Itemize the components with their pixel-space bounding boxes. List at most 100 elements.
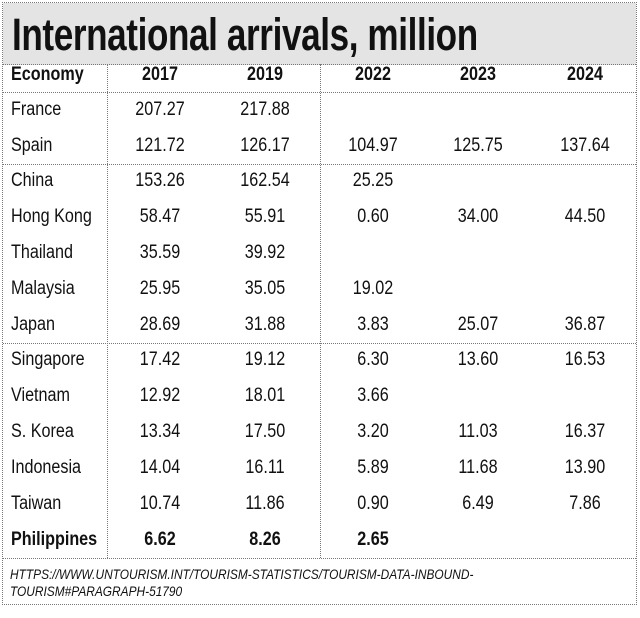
- value-cell: 39.92: [244, 242, 286, 263]
- column-header: 2022: [355, 64, 391, 85]
- value-cell: 55.91: [244, 206, 286, 227]
- group-divider: [3, 164, 636, 165]
- value-cell: 11.68: [458, 457, 498, 478]
- value-cell: 0.90: [357, 493, 389, 514]
- column-header: 2024: [567, 64, 603, 85]
- header-row: Economy 2017 2019 2022 2023 2024: [0, 57, 640, 93]
- economy-label: Taiwan: [11, 493, 62, 514]
- table-row: Spain 121.72 126.17 104.97 125.75 137.64: [0, 128, 640, 164]
- footer-divider: [3, 558, 636, 559]
- value-cell: [436, 163, 521, 199]
- value-cell: [543, 235, 628, 271]
- value-cell: [543, 92, 628, 128]
- value-cell: [543, 522, 628, 558]
- value-cell: 8.26: [249, 529, 281, 550]
- value-cell: 3.83: [357, 314, 389, 335]
- economy-label: Malaysia: [11, 278, 75, 299]
- value-cell: 121.72: [135, 135, 185, 156]
- economy-label: Spain: [11, 135, 53, 156]
- value-cell: 11.03: [458, 421, 498, 442]
- value-cell: 6.30: [357, 349, 389, 370]
- value-cell: 17.42: [139, 349, 181, 370]
- value-cell: 34.00: [457, 206, 499, 227]
- column-header: 2017: [142, 64, 178, 85]
- economy-label: Thailand: [11, 242, 73, 263]
- value-cell: 10.74: [139, 493, 181, 514]
- column-divider: [320, 64, 321, 558]
- table-row: China 153.26 162.54 25.25: [0, 163, 640, 199]
- value-cell: 14.04: [139, 457, 181, 478]
- source-note: HTTPS://WWW.UNTOURISM.INT/TOURISM-STATIS…: [10, 566, 474, 599]
- value-cell: [543, 271, 628, 307]
- value-cell: 16.11: [245, 457, 285, 478]
- value-cell: 13.90: [564, 457, 606, 478]
- value-cell: 17.50: [244, 421, 286, 442]
- table-row: Thailand 35.59 39.92: [0, 235, 640, 271]
- table-row: S. Korea 13.34 17.50 3.20 11.03 16.37: [0, 414, 640, 450]
- value-cell: [543, 378, 628, 414]
- value-cell: 58.47: [139, 206, 181, 227]
- value-cell: 13.60: [457, 349, 499, 370]
- column-divider: [107, 64, 108, 558]
- value-cell: 6.49: [462, 493, 494, 514]
- value-cell: 13.34: [139, 421, 181, 442]
- value-cell: 217.88: [240, 99, 290, 120]
- value-cell: 104.97: [348, 135, 398, 156]
- table-row: Japan 28.69 31.88 3.83 25.07 36.87: [0, 307, 640, 343]
- value-cell: 12.92: [139, 385, 181, 406]
- value-cell: [331, 235, 416, 271]
- value-cell: 19.12: [244, 349, 286, 370]
- economy-label: France: [11, 99, 62, 120]
- table-row: Hong Kong 58.47 55.91 0.60 34.00 44.50: [0, 199, 640, 235]
- table-row: Taiwan 10.74 11.86 0.90 6.49 7.86: [0, 486, 640, 522]
- column-header: 2019: [247, 64, 283, 85]
- column-header: Economy: [11, 64, 84, 85]
- table-row: Indonesia 14.04 16.11 5.89 11.68 13.90: [0, 450, 640, 486]
- economy-label: Hong Kong: [11, 206, 92, 227]
- header-divider: [3, 92, 636, 93]
- value-cell: 6.62: [144, 529, 176, 550]
- value-cell: 18.01: [244, 385, 286, 406]
- value-cell: 25.95: [139, 278, 181, 299]
- value-cell: 11.86: [245, 493, 285, 514]
- value-cell: 28.69: [139, 314, 181, 335]
- value-cell: 2.65: [357, 529, 389, 550]
- value-cell: 126.17: [240, 135, 290, 156]
- value-cell: 153.26: [135, 170, 185, 191]
- value-cell: 3.20: [357, 421, 389, 442]
- value-cell: 36.87: [564, 314, 606, 335]
- economy-label: Philippines: [11, 529, 98, 550]
- table-row: Vietnam 12.92 18.01 3.66: [0, 378, 640, 414]
- value-cell: 16.53: [564, 349, 606, 370]
- value-cell: 137.64: [560, 135, 610, 156]
- economy-label: Indonesia: [11, 457, 82, 478]
- value-cell: 35.05: [244, 278, 286, 299]
- value-cell: [331, 92, 416, 128]
- economy-label: China: [11, 170, 54, 191]
- value-cell: 25.25: [352, 170, 394, 191]
- economy-label: Vietnam: [11, 385, 70, 406]
- value-cell: 125.75: [453, 135, 503, 156]
- value-cell: 162.54: [240, 170, 290, 191]
- value-cell: 25.07: [457, 314, 499, 335]
- table-row: Philippines 6.62 8.26 2.65: [0, 522, 640, 558]
- value-cell: 7.86: [569, 493, 601, 514]
- economy-label: Singapore: [11, 349, 85, 370]
- title-band: International arrivals, million: [3, 3, 636, 65]
- value-cell: [436, 92, 521, 128]
- column-header: 2023: [460, 64, 496, 85]
- table-row: France 207.27 217.88: [0, 92, 640, 128]
- table-row: Singapore 17.42 19.12 6.30 13.60 16.53: [0, 342, 640, 378]
- economy-label: Japan: [11, 314, 56, 335]
- value-cell: 0.60: [357, 206, 389, 227]
- value-cell: 5.89: [357, 457, 389, 478]
- table-frame: [2, 2, 637, 605]
- value-cell: 31.88: [244, 314, 286, 335]
- table-row: Malaysia 25.95 35.05 19.02: [0, 271, 640, 307]
- table-title: International arrivals, million: [12, 9, 478, 60]
- value-cell: [436, 235, 521, 271]
- value-cell: 19.02: [352, 278, 394, 299]
- value-cell: [436, 522, 521, 558]
- value-cell: 35.59: [139, 242, 181, 263]
- value-cell: 16.37: [564, 421, 606, 442]
